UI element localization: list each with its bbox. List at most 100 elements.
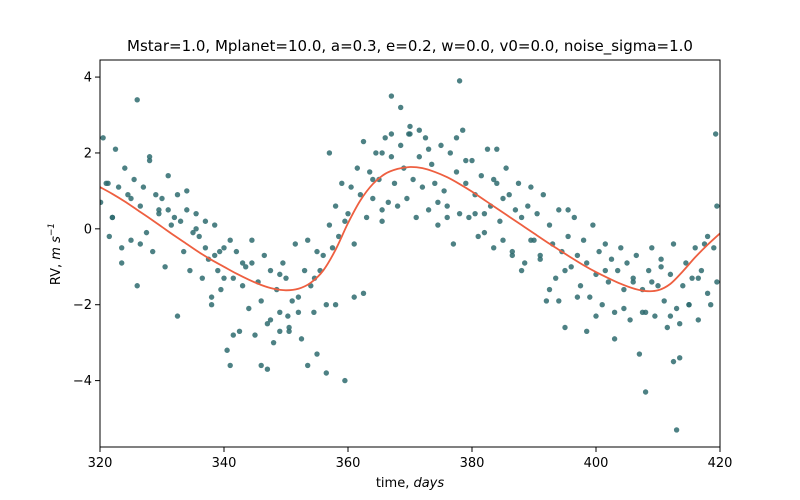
observation-point — [435, 199, 441, 205]
observation-point — [608, 256, 615, 262]
observation-point — [695, 317, 701, 323]
observation-point — [357, 191, 364, 198]
observation-point — [270, 339, 277, 346]
observation-point — [128, 237, 134, 243]
observation-point — [122, 165, 128, 171]
observation-point — [143, 229, 150, 236]
observation-point — [435, 222, 441, 228]
observation-point — [394, 203, 401, 209]
observation-point — [450, 241, 457, 247]
observation-point — [406, 131, 412, 137]
observation-point — [590, 222, 596, 228]
observation-point — [670, 358, 677, 365]
observation-point — [413, 214, 419, 221]
observation-point — [602, 267, 608, 274]
observation-point — [714, 203, 720, 209]
x-tick-label: 320 — [88, 456, 113, 471]
observation-point — [311, 309, 317, 316]
observation-point — [351, 241, 357, 247]
observation-point — [106, 233, 113, 240]
observation-point — [379, 218, 385, 224]
observation-point — [658, 264, 664, 270]
observation-point — [500, 237, 506, 243]
observation-point — [491, 245, 497, 251]
observation-point — [673, 305, 680, 312]
observation-point — [537, 252, 543, 259]
observation-point — [565, 233, 571, 240]
observation-point — [137, 203, 143, 209]
observation-point — [320, 252, 326, 259]
observation-point — [258, 362, 264, 369]
observation-point — [289, 298, 295, 304]
observation-point — [119, 245, 125, 251]
observation-point — [216, 248, 223, 255]
observation-point — [348, 184, 354, 190]
observation-point — [599, 302, 605, 308]
observation-point — [655, 283, 661, 289]
x-tick-label: 420 — [708, 456, 733, 471]
observation-point — [177, 218, 184, 224]
y-axis-title-exponent: −1 — [47, 223, 57, 236]
observation-point — [388, 131, 395, 137]
observation-point — [295, 294, 302, 300]
plot-frame — [99, 59, 721, 448]
observation-point — [522, 260, 528, 266]
observation-point — [429, 161, 435, 168]
observation-point — [261, 252, 267, 259]
observation-point — [556, 298, 562, 304]
observation-point — [258, 298, 264, 304]
observation-point — [698, 267, 705, 274]
observation-point — [162, 264, 168, 270]
observation-point — [652, 313, 658, 319]
observation-point — [236, 328, 243, 334]
observation-point — [100, 199, 104, 205]
observation-point — [528, 184, 534, 190]
observation-point — [704, 233, 711, 240]
observation-point — [370, 176, 376, 183]
observation-point — [611, 336, 618, 342]
observation-point — [360, 138, 367, 145]
observation-point — [584, 328, 590, 334]
observation-point — [208, 294, 215, 300]
x-tick-label: 340 — [212, 456, 237, 471]
observation-point — [212, 252, 218, 259]
observation-point — [153, 191, 159, 198]
observation-point — [298, 336, 305, 342]
observation-point — [342, 218, 348, 224]
observation-point — [481, 210, 488, 217]
observation-point — [670, 241, 677, 247]
observation-point — [105, 180, 111, 187]
observation-point — [621, 286, 627, 293]
observation-point — [264, 320, 271, 327]
observation-point — [528, 237, 534, 243]
observation-point — [354, 165, 360, 171]
observation-point — [639, 309, 646, 316]
observation-point — [134, 283, 140, 289]
observation-point — [140, 184, 147, 190]
observation-point — [571, 214, 577, 221]
observation-point — [146, 154, 153, 160]
observation-point — [407, 123, 413, 130]
observation-point — [174, 313, 181, 319]
observation-point — [636, 351, 643, 357]
observation-point — [230, 332, 236, 338]
observation-point — [187, 267, 193, 274]
observation-point — [453, 169, 460, 175]
observation-point — [286, 328, 292, 334]
observation-point — [246, 305, 252, 312]
observation-point — [212, 222, 218, 228]
observation-point — [373, 150, 379, 156]
observation-point — [633, 252, 639, 259]
observation-point — [624, 260, 630, 266]
observation-point — [515, 180, 522, 187]
observation-point — [512, 207, 519, 213]
observation-point — [416, 127, 422, 133]
observation-point — [447, 150, 453, 156]
y-axis-ticks: −4 −2 0 2 4 — [73, 71, 100, 389]
observation-point — [208, 302, 215, 308]
observation-point — [580, 237, 587, 243]
observation-point — [286, 324, 292, 331]
observation-point — [388, 154, 395, 160]
observation-point — [553, 275, 559, 281]
x-axis-title-main: time, — [376, 476, 414, 491]
